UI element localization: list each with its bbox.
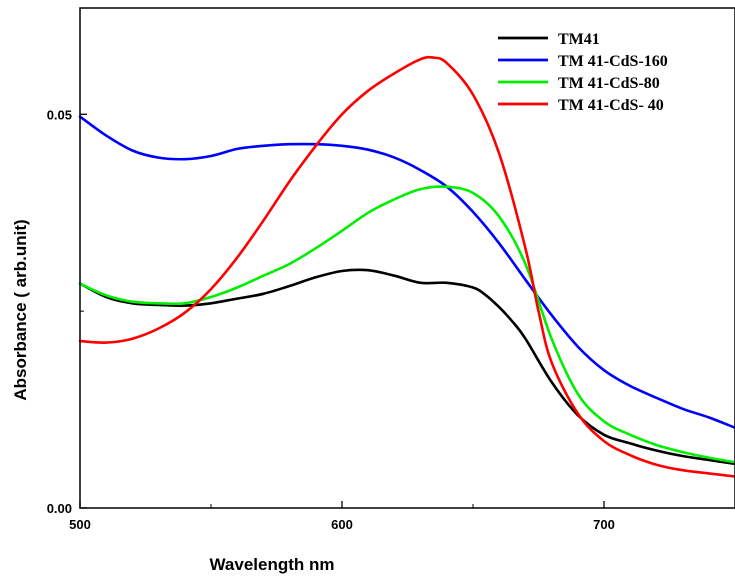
series-lines — [78, 55, 735, 478]
legend-label: TM 41-CdS-80 — [558, 75, 660, 92]
x-axis-title: Wavelength nm — [210, 555, 335, 574]
y-axis-title: Absorbance ( arb.unit) — [11, 219, 30, 400]
x-tick-label: 700 — [593, 517, 615, 532]
series-line-tm41 — [78, 268, 735, 466]
x-tick-label: 600 — [331, 517, 353, 532]
series-line-tm-41-cds-80 — [78, 185, 735, 464]
legend-label: TM41 — [558, 31, 600, 48]
plot-frame — [79, 7, 735, 509]
legend-label: TM 41-CdS-160 — [558, 53, 668, 70]
series-line-tm-41-cds-40 — [78, 55, 735, 478]
series-line-tm-41-cds-160 — [78, 115, 735, 429]
x-tick-label: 500 — [69, 517, 91, 532]
legend: TM41 TM 41-CdS-160 TM 41-CdS-80 TM 41-CdS- … — [498, 31, 668, 114]
axis-ticks: 500 600 700 0.00 0.05 — [47, 107, 615, 532]
legend-label: TM 41-CdS- 40 — [558, 97, 664, 114]
y-tick-label: 0.00 — [47, 501, 72, 516]
y-tick-label: 0.05 — [47, 107, 72, 122]
